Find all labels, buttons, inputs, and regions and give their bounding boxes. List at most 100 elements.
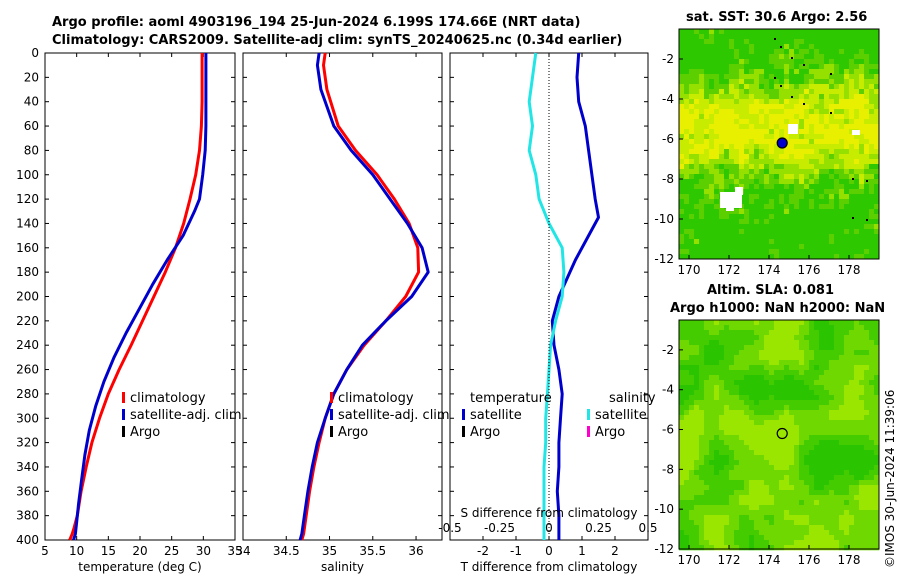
altim-sla-map-cell: [824, 455, 830, 461]
sat-sst-map-cell: [749, 144, 755, 150]
sat-sst-map-xtick-label: 170: [678, 263, 701, 277]
altim-sla-map-cell: [874, 405, 880, 411]
altim-sla-map-cell: [874, 350, 880, 356]
altim-sla-map-cell: [874, 485, 880, 491]
sat-sst-map-cell: [829, 89, 835, 95]
sat-sst-map-cell: [834, 84, 840, 90]
sat-sst-map-cell: [849, 239, 855, 245]
altim-sla-map-cell: [749, 430, 755, 436]
altim-sla-map-cell: [759, 360, 765, 366]
altim-sla-map-cell: [719, 375, 725, 381]
altim-sla-map-cell: [804, 425, 810, 431]
sat-sst-map-cell: [814, 79, 820, 85]
difference-xtick-label: 1: [578, 544, 586, 558]
altim-sla-map-cell: [744, 490, 750, 496]
sat-sst-map-cell: [704, 199, 710, 205]
altim-sla-map-cell: [714, 515, 720, 521]
altim-sla-map-cell: [824, 485, 830, 491]
salinity-xtick-label: 36: [408, 544, 423, 558]
altim-sla-map-cell: [864, 385, 870, 391]
sat-sst-map-cell: [864, 34, 870, 40]
sat-sst-map-cell: [849, 34, 855, 40]
altim-sla-map-cell: [734, 475, 740, 481]
sat-sst-map-cell: [719, 104, 725, 110]
sat-sst-map-cell: [869, 164, 875, 170]
altim-sla-map-cell: [714, 500, 720, 506]
sat-sst-map-cell: [784, 229, 790, 235]
altim-sla-map-cell: [724, 480, 730, 486]
sat-sst-map-cell: [719, 69, 725, 75]
altim-sla-map-cell: [694, 520, 700, 526]
altim-sla-map-cell: [679, 355, 685, 361]
altim-sla-map-cell: [849, 430, 855, 436]
altim-sla-map-cell: [699, 380, 705, 386]
sat-sst-map-cell: [704, 79, 710, 85]
altim-sla-map-cell: [819, 460, 825, 466]
sat-sst-map-cell: [854, 144, 860, 150]
altim-sla-map-cell: [814, 395, 820, 401]
altim-sla-map-cell: [864, 430, 870, 436]
altim-sla-map-cell: [699, 430, 705, 436]
sat-sst-map-cell: [769, 204, 775, 210]
altim-sla-map-cell: [759, 450, 765, 456]
altim-sla-map-cell: [724, 445, 730, 451]
altim-sla-map-cell: [729, 395, 735, 401]
sat-sst-map-cell: [739, 114, 745, 120]
altim-sla-map-cell: [704, 340, 710, 346]
sat-sst-map-cell: [849, 214, 855, 220]
sat-sst-map-cell: [784, 159, 790, 165]
depth-tick-label: 320: [16, 436, 39, 450]
sat-sst-map-cell: [739, 59, 745, 65]
sat-sst-map-cell: [694, 229, 700, 235]
sat-sst-map-cell: [839, 109, 845, 115]
sat-sst-map-cell: [814, 139, 820, 145]
sat-sst-map-cell: [744, 244, 750, 250]
sat-sst-map-cell: [869, 44, 875, 50]
altim-sla-map-cell: [819, 335, 825, 341]
altim-sla-map-cell: [709, 460, 715, 466]
sat-sst-map-cell: [804, 244, 810, 250]
sat-sst-map-cell: [769, 159, 775, 165]
sat-sst-map-cell: [824, 164, 830, 170]
altim-sla-map-cell: [829, 325, 835, 331]
altim-sla-map-cell: [854, 390, 860, 396]
altim-sla-map-cell: [874, 465, 880, 471]
altim-sla-map-cell: [864, 545, 870, 551]
altim-sla-map-cell: [829, 490, 835, 496]
sat-sst-map-cell: [694, 199, 700, 205]
altim-sla-map-cell: [764, 485, 770, 491]
sat-sst-map-cell: [764, 254, 770, 260]
sat-sst-map-cell: [779, 234, 785, 240]
sat-sst-map-cell: [699, 144, 705, 150]
altim-sla-map-cell: [839, 385, 845, 391]
sat-sst-map-cell: [784, 174, 790, 180]
sat-sst-map-cell: [829, 119, 835, 125]
sat-sst-map-cell: [869, 184, 875, 190]
altim-sla-map-cell: [724, 380, 730, 386]
sat-sst-map-cell: [819, 94, 825, 100]
altim-sla-map-cell: [679, 375, 685, 381]
sat-sst-map-cell: [774, 159, 780, 165]
sat-sst-map-cell: [839, 214, 845, 220]
altim-sla-map-cell: [829, 370, 835, 376]
altim-sla-map-cell: [794, 420, 800, 426]
sat-sst-map-cell: [794, 234, 800, 240]
sat-sst-map-cell: [794, 119, 800, 125]
altim-sla-map-cell: [689, 425, 695, 431]
altim-sla-map-cell: [784, 535, 790, 541]
altim-sla-map-cell: [754, 385, 760, 391]
sat-sst-map-cell: [814, 229, 820, 235]
sat-sst-map-cell: [724, 184, 730, 190]
altim-sla-map-cell: [799, 440, 805, 446]
sat-sst-map-cell: [754, 244, 760, 250]
altim-sla-map-cell: [679, 410, 685, 416]
altim-sla-map-cell: [809, 325, 815, 331]
depth-tick-label: 180: [16, 265, 39, 279]
sat-sst-map-cell: [819, 29, 825, 35]
altim-sla-map-cell: [769, 495, 775, 501]
altim-sla-map-cell: [764, 330, 770, 336]
sat-sst-map-cell: [869, 114, 875, 120]
altim-sla-map-cell: [759, 375, 765, 381]
altim-sla-map-cell: [849, 380, 855, 386]
altim-sla-map-cell: [854, 425, 860, 431]
